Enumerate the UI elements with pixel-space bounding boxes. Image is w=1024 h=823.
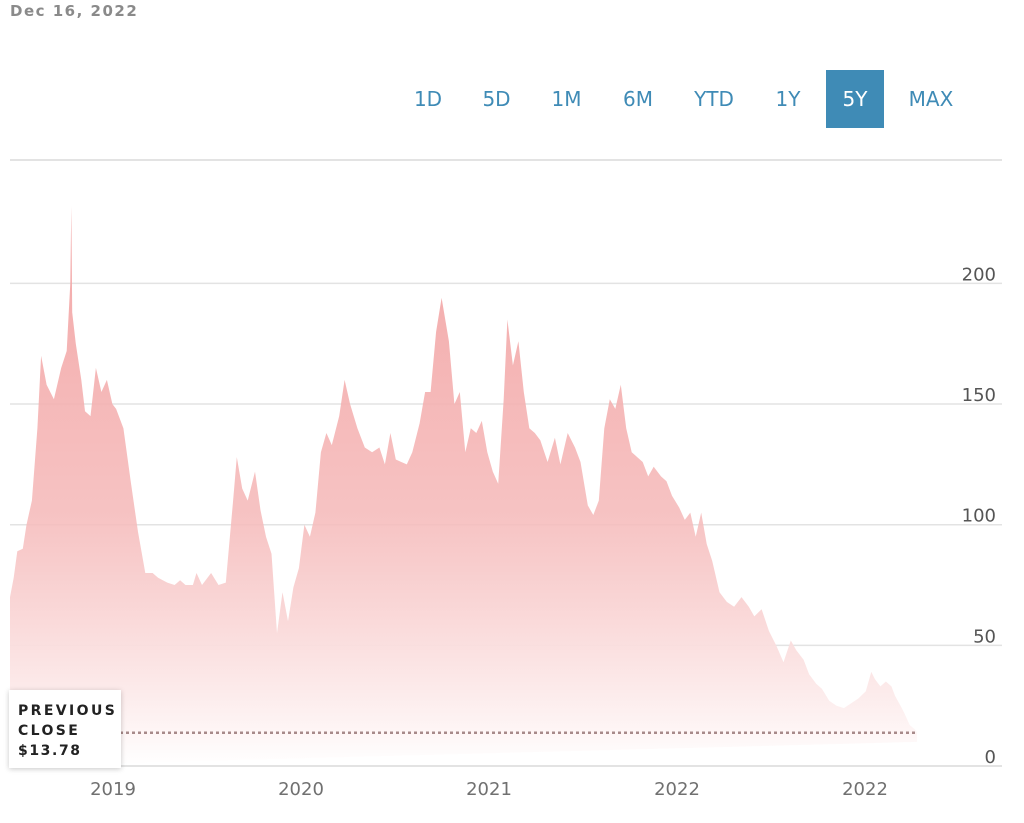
price-area (10, 206, 917, 766)
chart-top-rule (10, 159, 1002, 161)
y-tick-label: 50 (973, 626, 996, 647)
date-label: Dec 16, 2022 (10, 2, 139, 20)
y-tick-label: 150 (962, 385, 996, 406)
range-1y-button[interactable]: 1Y (775, 87, 801, 111)
range-ytd-button[interactable]: YTD (694, 87, 734, 111)
x-tick-label: 2022 (842, 779, 888, 800)
range-1m-button[interactable]: 1M (551, 87, 582, 111)
range-max-button[interactable]: MAX (908, 87, 954, 111)
range-5d-button[interactable]: 5D (482, 87, 511, 111)
x-tick-label: 2020 (278, 779, 324, 800)
range-selector: 1D 5D 1M 6M YTD 1Y 5Y MAX (398, 70, 978, 128)
y-tick-label: 0 (985, 747, 996, 768)
x-axis-ticks: 2019 2020 2021 2022 2022 (90, 779, 888, 800)
range-1d-button[interactable]: 1D (413, 87, 443, 111)
range-6m-button[interactable]: 6M (623, 87, 653, 111)
range-5y-button[interactable]: 5Y (826, 70, 884, 128)
x-tick-label: 2022 (654, 779, 700, 800)
previous-close-tooltip: PREVIOUS CLOSE $13.78 (9, 690, 121, 768)
y-tick-label: 200 (962, 264, 996, 285)
y-tick-label: 100 (962, 506, 996, 527)
previous-close-label: PREVIOUS CLOSE (18, 703, 118, 739)
x-tick-label: 2019 (90, 779, 136, 800)
y-axis-ticks: 0 50 100 150 200 (962, 264, 996, 768)
previous-close-value: $13.78 (18, 743, 82, 759)
x-tick-label: 2021 (466, 779, 512, 800)
